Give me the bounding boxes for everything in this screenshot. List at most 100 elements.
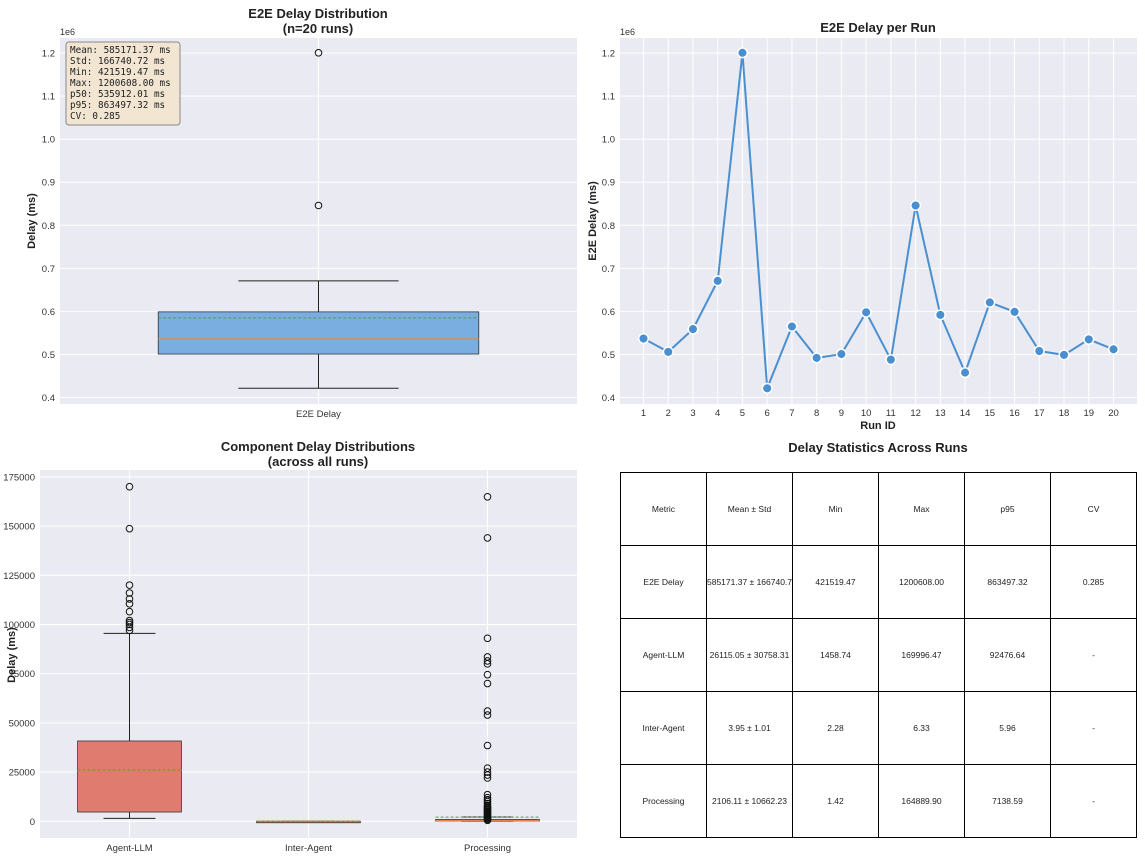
x-tick-label: 8 xyxy=(814,408,819,419)
run-data-point xyxy=(736,47,748,59)
table-cell: 2.28 xyxy=(792,691,879,765)
y-tick-label: 0.6 xyxy=(42,307,55,318)
y-tick-label: 0.9 xyxy=(42,178,55,189)
stats-table-title: Delay Statistics Across Runs xyxy=(788,440,967,455)
y-tick-label: 125000 xyxy=(3,571,35,582)
x-tick-label: 13 xyxy=(935,408,946,419)
table-cell: 5.96 xyxy=(964,691,1051,765)
component-distribution-panel: 0 25000 50000 75000 100000 125000 150000 175000… xyxy=(3,439,577,854)
run-data-point xyxy=(1083,333,1095,345)
stats-cv: CV: 0.285 xyxy=(70,111,120,122)
outlier-point xyxy=(125,589,134,597)
table-cell: 6.33 xyxy=(878,691,965,765)
x-tick-label: 19 xyxy=(1083,408,1094,419)
delay-statistics-table: Metric Mean ± Std Min Max p95 CV E2E Del… xyxy=(620,472,1137,838)
table-header-cell: Mean ± Std xyxy=(706,472,793,546)
run-data-point xyxy=(959,367,971,379)
y-tick-label: 0.5 xyxy=(602,350,615,361)
outlier-point xyxy=(483,801,492,810)
e2e-per-run-offset-label: 1e6 xyxy=(620,27,635,37)
table-header-row: Metric Mean ± Std Min Max p95 CV xyxy=(620,472,1137,546)
e2e-per-run-gridlines xyxy=(620,38,1137,404)
table-cell: 421519.47 xyxy=(792,545,879,619)
y-tick-label: 0.5 xyxy=(42,350,55,361)
outlier-point xyxy=(314,201,323,210)
table-header-cell: Metric xyxy=(620,472,707,546)
table-cell: 3.95 ± 1.01 xyxy=(706,691,793,765)
stats-mean: Mean: 585171.37 ms xyxy=(70,45,171,56)
outlier-point xyxy=(125,618,134,627)
y-tick-label: 0 xyxy=(30,817,35,828)
outlier-point xyxy=(483,492,492,501)
x-tick-label: 11 xyxy=(886,408,896,419)
table-cell: - xyxy=(1050,691,1137,765)
x-tick-label: 20 xyxy=(1108,408,1119,419)
run-data-point xyxy=(1033,345,1045,357)
e2e-stats-box: Mean: 585171.37 ms Std: 166740.72 ms Min… xyxy=(65,41,181,126)
outlier-point xyxy=(483,768,492,776)
outlier-point xyxy=(125,626,134,635)
outlier-point xyxy=(483,741,492,750)
y-tick-label: 1.1 xyxy=(42,92,55,103)
e2e-per-run-marks xyxy=(637,47,1120,394)
x-tick-label: 16 xyxy=(1009,408,1020,419)
table-row: Inter-Agent 3.95 ± 1.01 2.28 6.33 5.96 - xyxy=(620,691,1137,765)
box-e2e-delay xyxy=(157,311,480,355)
run-data-point xyxy=(1058,349,1070,361)
y-tick-label: 175000 xyxy=(3,472,35,483)
y-tick-label: 50000 xyxy=(9,718,35,729)
x-tick-label: 5 xyxy=(740,408,745,419)
table-row: Processing 2106.11 ± 10662.23 1.42 16488… xyxy=(620,764,1137,838)
run-data-point xyxy=(786,320,798,333)
table-cell: Inter-Agent xyxy=(620,691,707,765)
stats-p50: p50: 535912.01 ms xyxy=(70,89,165,100)
y-tick-label: 0.7 xyxy=(42,264,55,275)
table-header-cell: CV xyxy=(1050,472,1137,546)
table-cell: - xyxy=(1050,618,1137,692)
table-cell: 1.42 xyxy=(792,764,879,838)
outlier-point xyxy=(483,711,492,719)
component-distribution-y-label: Delay (ms) xyxy=(6,627,18,683)
table-cell: E2E Delay xyxy=(620,545,707,619)
e2e-per-run-panel: 0.40.50.60.70.80.91.01.11.2 1 2 3 4 5 6 7 8 9 10 1… xyxy=(587,20,1137,432)
e2e-distribution-y-ticks: 0.4 0.5 0.6 0.7 0.8 0.9 1.0 1.1 1.2 xyxy=(42,49,55,404)
run-data-point xyxy=(712,275,724,287)
e2e-distribution-marks xyxy=(157,49,480,389)
x-tick-label: Processing xyxy=(464,843,511,854)
box-agent-llm xyxy=(77,740,182,813)
table-cell: 92476.64 xyxy=(964,618,1051,692)
outlier-point xyxy=(125,600,134,608)
outlier-point xyxy=(483,793,492,802)
e2e-per-run-y-label: E2E Delay (ms) xyxy=(587,181,599,261)
component-distribution-marks xyxy=(77,482,540,825)
run-data-point xyxy=(662,346,674,358)
x-tick-label: Inter-Agent xyxy=(285,843,332,854)
outlier-point xyxy=(483,795,492,804)
y-tick-label: 1.2 xyxy=(42,49,55,60)
y-tick-label: 0.8 xyxy=(602,221,615,232)
table-cell: 1458.74 xyxy=(792,618,879,692)
outlier-point xyxy=(125,607,134,616)
outlier-point xyxy=(483,657,492,665)
x-tick-label: 3 xyxy=(690,408,695,419)
e2e-delay-series-line xyxy=(643,52,1114,389)
y-tick-label: 25000 xyxy=(9,768,35,779)
x-tick-label: 4 xyxy=(715,408,720,419)
outlier-point xyxy=(125,482,134,491)
run-data-point xyxy=(860,306,872,318)
table-cell: Processing xyxy=(620,764,707,838)
e2e-distribution-x-ticks: E2E Delay xyxy=(296,409,341,420)
y-tick-label: 0.9 xyxy=(602,178,615,189)
component-distribution-y-ticks: 0 25000 50000 75000 100000 125000 150000 175000 xyxy=(3,472,35,827)
run-data-point xyxy=(1107,343,1120,355)
x-tick-label: 1 xyxy=(641,408,646,419)
x-tick-label: 7 xyxy=(789,408,794,419)
e2e-per-run-x-ticks: 1 2 3 4 5 6 7 8 9 10 11 12 13 14 15 16 17 18 19 20 xyxy=(641,408,1119,419)
e2e-distribution-subtitle: (n=20 runs) xyxy=(283,21,353,36)
y-tick-label: 0.7 xyxy=(602,264,615,275)
table-cell: 7138.59 xyxy=(964,764,1051,838)
outlier-point xyxy=(483,634,492,643)
e2e-per-run-x-label: Run ID xyxy=(860,420,895,432)
x-tick-label: 17 xyxy=(1034,408,1045,419)
